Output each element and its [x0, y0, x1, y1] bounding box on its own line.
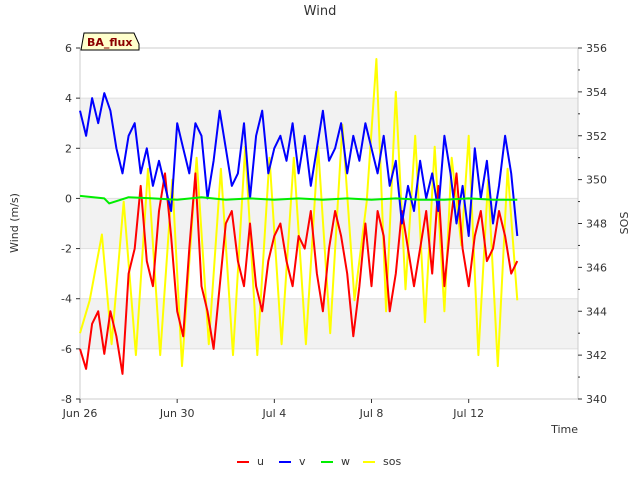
site-label: BA_flux — [87, 36, 132, 49]
legend: u v w sos — [237, 455, 401, 468]
y2-tick-label: 356 — [586, 42, 607, 55]
y-tick-label: 6 — [65, 42, 72, 55]
y-tick-label: -6 — [61, 343, 72, 356]
y2-tick-label: 346 — [586, 261, 607, 274]
series-line-w — [79, 194, 518, 205]
y-tick-label: 0 — [65, 192, 72, 205]
y-tick-label: -8 — [61, 393, 72, 406]
legend-label-v: v — [299, 455, 306, 468]
legend-label-u: u — [257, 455, 264, 468]
legend-label-sos: sos — [383, 455, 401, 468]
y2-tick-label: 348 — [586, 218, 607, 231]
x-tick-label: Jun 26 — [62, 407, 98, 420]
y2-tick-label: 340 — [586, 393, 607, 406]
axes: -8 -6 -4 -2 0 2 4 6 340 342 344 346 348 350 352 354 356 J… — [61, 42, 607, 420]
legend-label-w: w — [341, 455, 350, 468]
y2-axis-label: SOS — [618, 212, 631, 235]
y-tick-label: 4 — [65, 92, 72, 105]
x-tick-label: Jul 12 — [452, 407, 484, 420]
site-label-box: BA_flux — [80, 32, 140, 51]
y2-tick-label: 344 — [586, 305, 607, 318]
x-tick-label: Jul 8 — [359, 407, 384, 420]
y2-tick-label: 342 — [586, 349, 607, 362]
grid-band — [80, 348, 578, 399]
y2-tick-label: 354 — [586, 86, 607, 99]
x-tick-label: Jul 4 — [261, 407, 286, 420]
y-axis-label: Wind (m/s) — [8, 193, 21, 253]
y2-tick-label: 350 — [586, 174, 607, 187]
y-tick-label: -2 — [61, 243, 72, 256]
y2-tick-label: 352 — [586, 130, 607, 143]
grid-band — [80, 98, 578, 149]
y-tick-label: 2 — [65, 142, 72, 155]
grid-band — [80, 48, 578, 99]
site-label-background — [80, 32, 140, 51]
x-tick-label: Jun 30 — [159, 407, 195, 420]
series-line-v — [79, 92, 519, 237]
grid-bands — [80, 47, 578, 400]
y-tick-label: -4 — [61, 293, 72, 306]
series-layer — [79, 58, 519, 375]
chart-title: Wind — [304, 4, 337, 19]
x-axis-label: Time — [550, 423, 578, 436]
series-line-u — [79, 172, 519, 375]
